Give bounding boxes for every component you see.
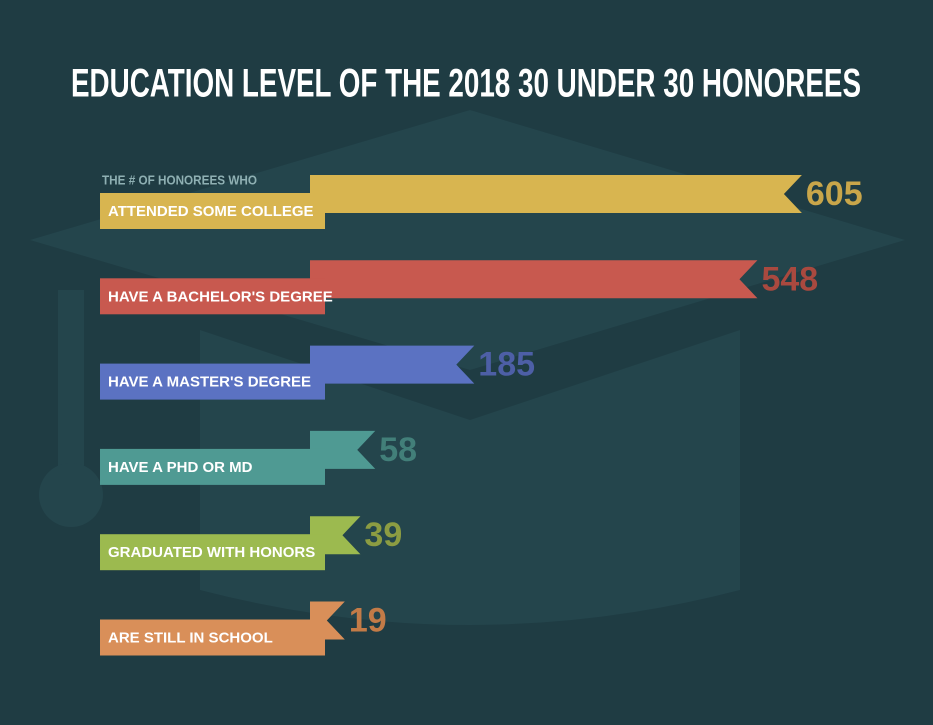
category-label: HAVE A BACHELOR'S DEGREE [108, 288, 333, 305]
value-label: 185 [478, 346, 535, 384]
chart-subtitle: THE # OF HONOREES WHO [102, 172, 257, 187]
value-label: 548 [761, 260, 818, 298]
label-plate [100, 193, 325, 229]
label-plate [100, 278, 325, 315]
value-label: 58 [379, 431, 417, 469]
category-label: HAVE A PHD OR MD [108, 459, 253, 476]
label-plate [100, 448, 325, 485]
tassel-cord [58, 290, 84, 480]
value-label: 39 [364, 516, 402, 554]
label-plate [100, 619, 325, 656]
bar [310, 345, 475, 384]
value-label: 19 [349, 601, 387, 639]
chart-title: EDUCATION LEVEL OF THE 2018 30 UNDER 30 … [71, 62, 861, 106]
label-plate [100, 363, 325, 400]
category-label: ARE STILL IN SCHOOL [108, 629, 273, 646]
bar [310, 260, 758, 299]
category-label: ATTENDED SOME COLLEGE [108, 203, 314, 220]
bar [310, 175, 802, 213]
category-label: GRADUATED WITH HONORS [108, 544, 315, 561]
value-label: 605 [806, 175, 863, 213]
tassel [39, 463, 103, 527]
category-label: HAVE A MASTER'S DEGREE [108, 374, 311, 391]
bar [310, 430, 376, 469]
label-plate [100, 534, 325, 571]
